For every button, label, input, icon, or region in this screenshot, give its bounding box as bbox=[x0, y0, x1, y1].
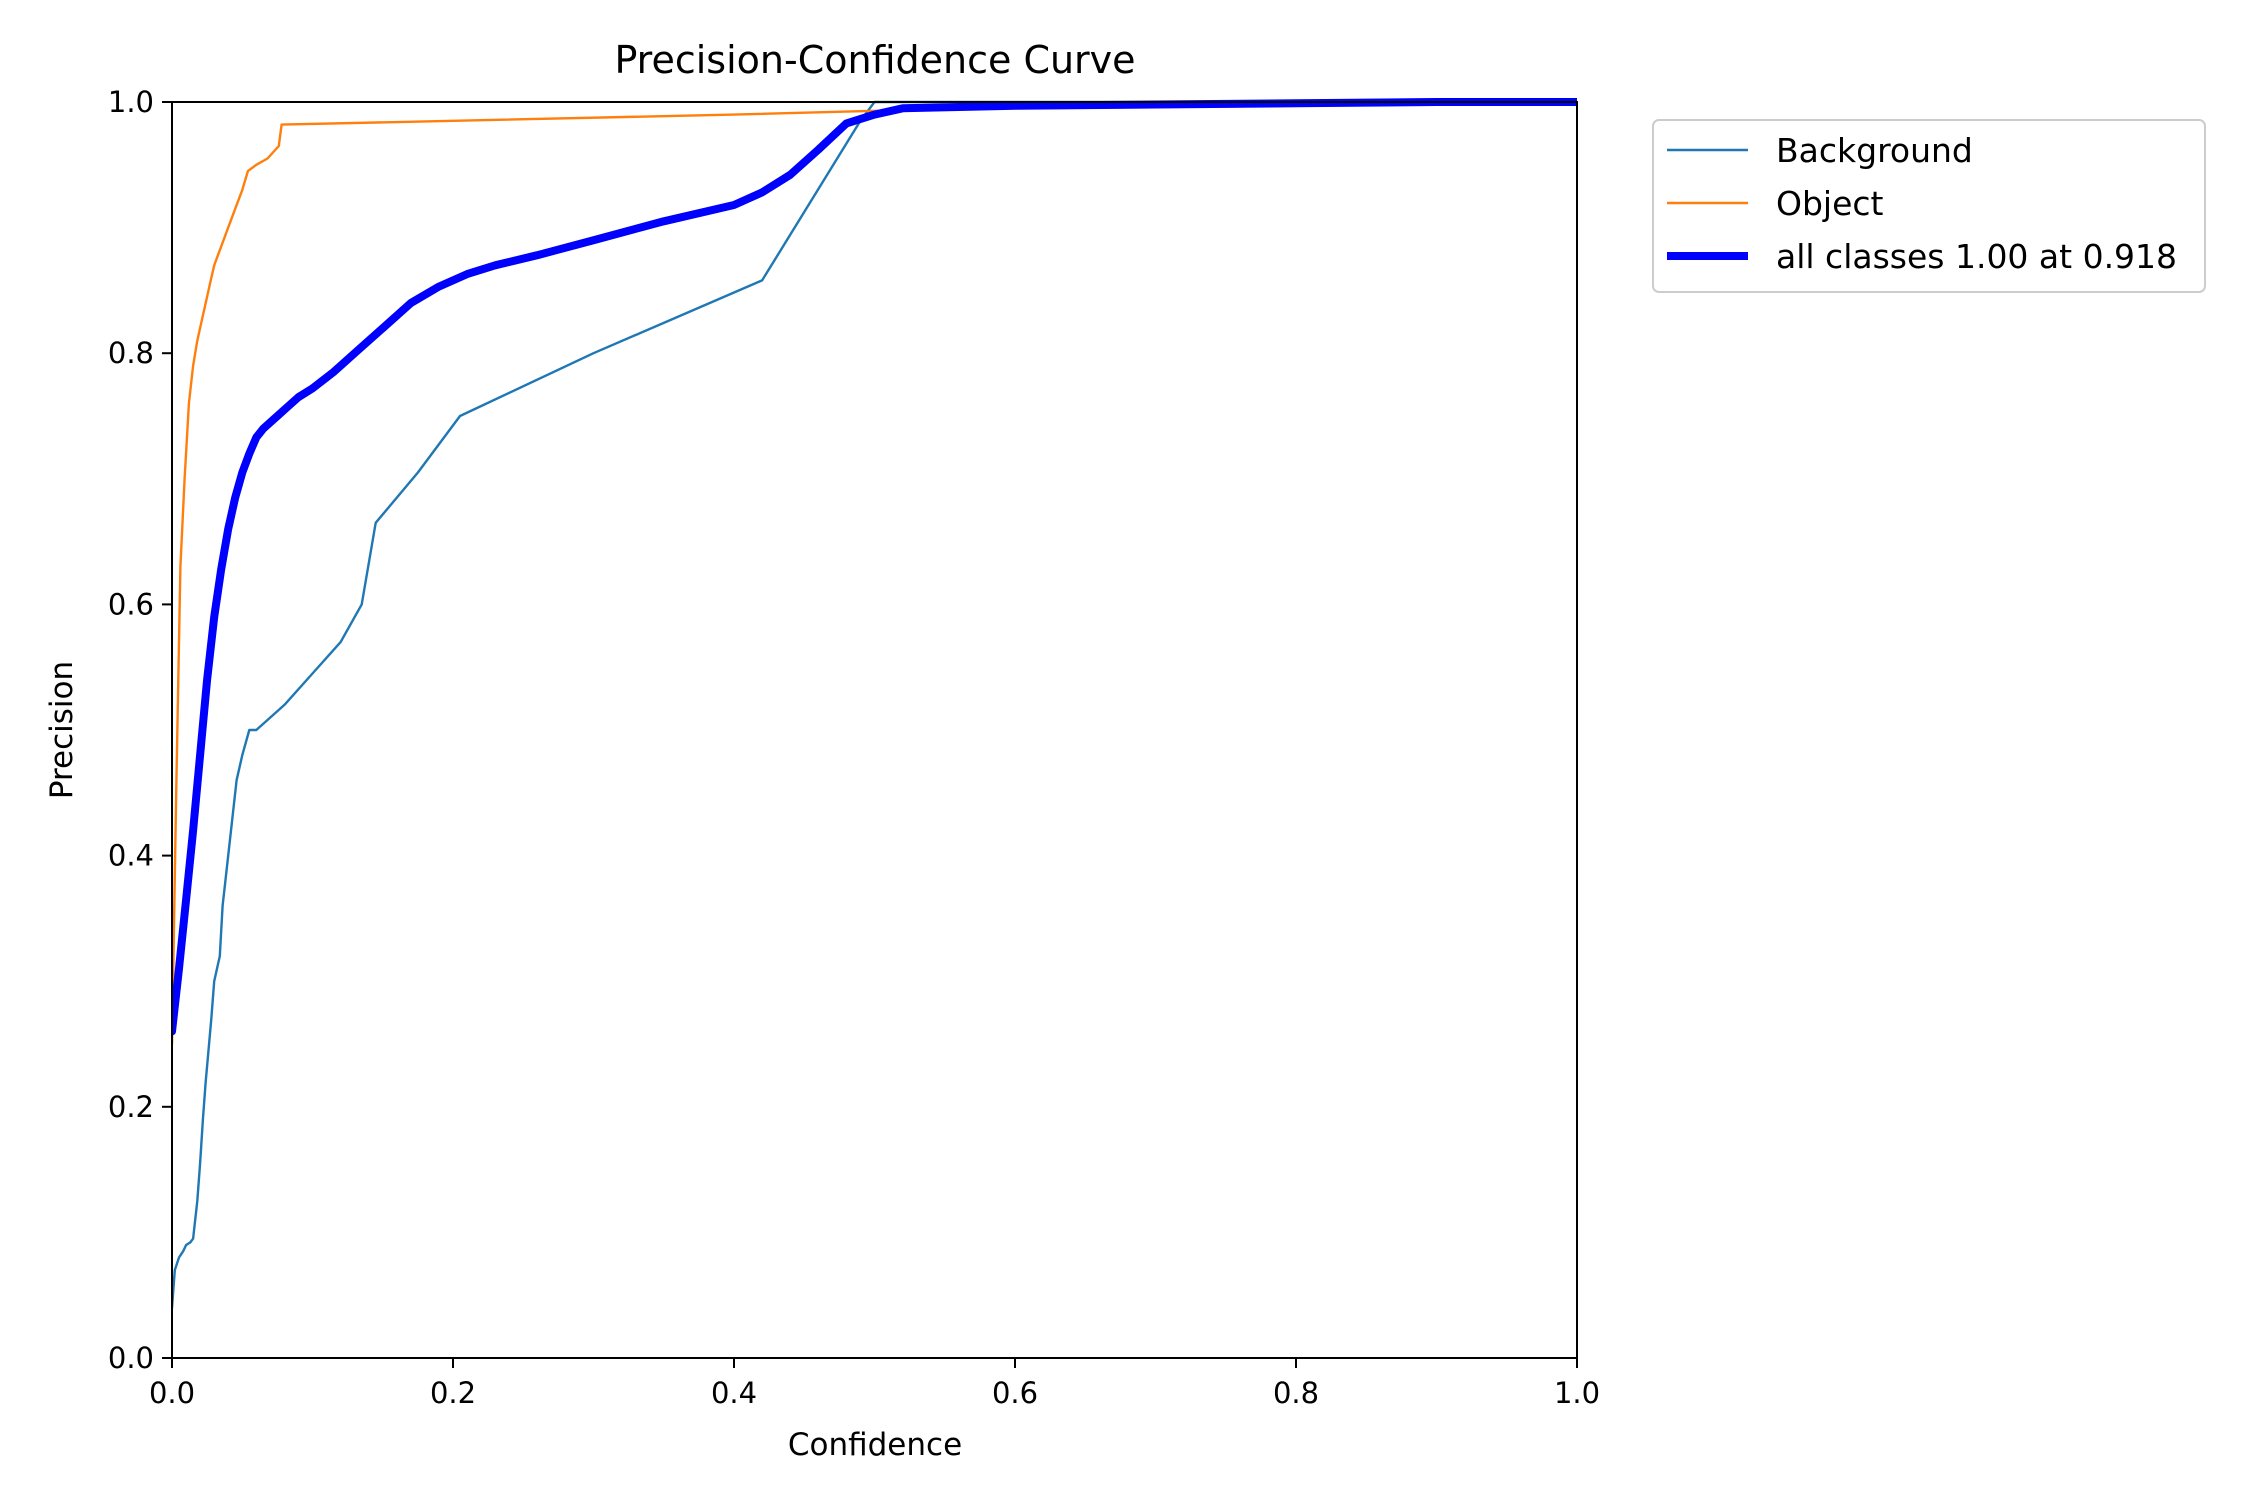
y-tick-label: 0.2 bbox=[108, 1090, 154, 1124]
legend: Background Object all classes 1.00 at 0.91… bbox=[1652, 119, 2206, 293]
x-tick-label: 1.0 bbox=[1554, 1376, 1600, 1410]
legend-label: Object bbox=[1776, 184, 1884, 223]
y-tick-label: 0.8 bbox=[108, 336, 154, 370]
chart-title: Precision-Confidence Curve bbox=[614, 38, 1135, 82]
y-tick-label: 1.0 bbox=[108, 85, 154, 119]
plot-area bbox=[172, 98, 1577, 1310]
y-tick-label: 0.6 bbox=[108, 587, 154, 621]
x-tick-label: 0.2 bbox=[430, 1376, 476, 1410]
y-axis-ticks: 0.0 0.2 0.4 0.6 0.8 1.0 bbox=[108, 85, 172, 1375]
y-axis-label: Precision bbox=[44, 661, 80, 799]
y-tick-label: 0.4 bbox=[108, 839, 154, 873]
series-line-2 bbox=[172, 98, 1577, 1036]
x-axis-ticks: 0.0 0.2 0.4 0.6 0.8 1.0 bbox=[149, 1358, 1600, 1410]
series-line-1 bbox=[172, 100, 1577, 1046]
legend-box bbox=[1652, 119, 2206, 293]
x-tick-label: 0.0 bbox=[149, 1376, 195, 1410]
x-axis-label: Confidence bbox=[788, 1427, 962, 1463]
x-tick-label: 0.4 bbox=[711, 1376, 757, 1410]
y-tick-label: 0.0 bbox=[108, 1341, 154, 1375]
legend-label: all classes 1.00 at 0.918 bbox=[1776, 237, 2177, 276]
plot-frame bbox=[171, 101, 1578, 1359]
legend-label: Background bbox=[1776, 131, 1973, 170]
x-tick-label: 0.6 bbox=[992, 1376, 1038, 1410]
x-tick-label: 0.8 bbox=[1273, 1376, 1319, 1410]
